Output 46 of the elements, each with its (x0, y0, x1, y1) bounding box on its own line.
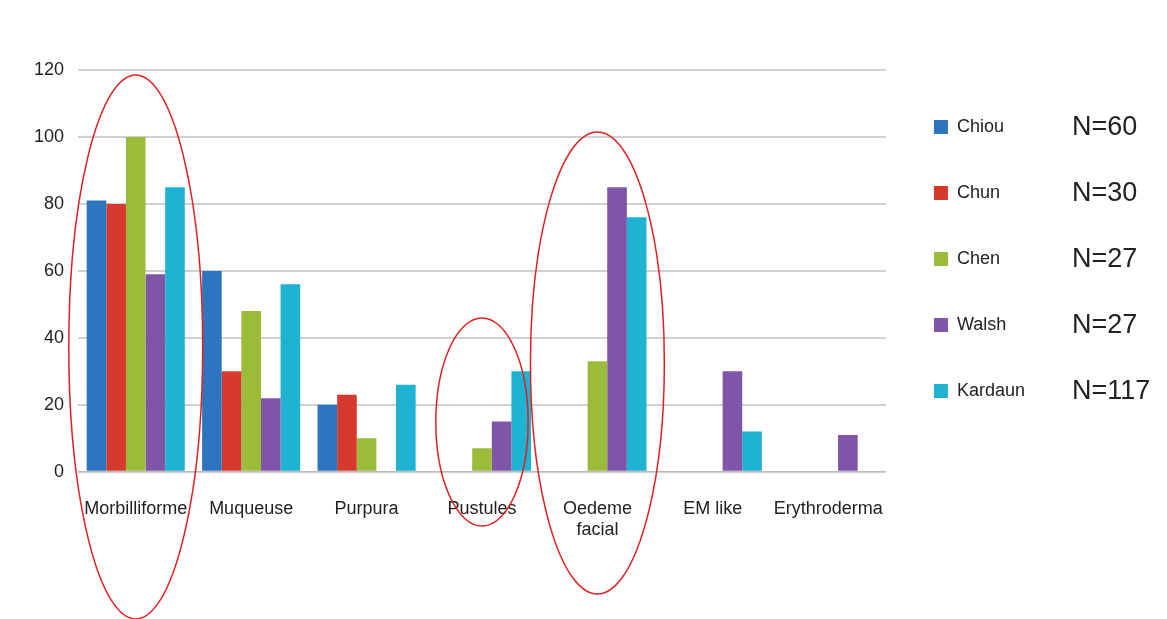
bar (742, 431, 762, 471)
x-tick-label: Oedeme facial (562, 497, 632, 540)
bar (145, 274, 166, 471)
text: N=30 (1072, 177, 1138, 208)
y-tick-label: 40 (44, 326, 65, 347)
bar (607, 187, 627, 471)
bar (165, 187, 185, 471)
legend-label: Chun (956, 181, 1000, 202)
bar (587, 361, 608, 471)
y-tick-label: 60 (44, 259, 65, 280)
y-tick-label: 20 (44, 393, 65, 414)
bar (241, 311, 261, 471)
y-tick-label: 100 (33, 125, 65, 146)
x-tick-label: Muqueuse (209, 497, 294, 518)
x-tick-label: Erythroderma (773, 497, 884, 518)
text: N=117 (1072, 375, 1151, 406)
bar (511, 371, 532, 471)
text: N=60 (1072, 111, 1138, 142)
x-tick-label: Morbilliforme (84, 497, 188, 518)
text: N=27 (1072, 309, 1138, 340)
bar (280, 284, 301, 471)
bar (125, 136, 146, 471)
text: N=27 (1072, 243, 1138, 274)
y-tick-label: 0 (54, 460, 65, 481)
bar (202, 270, 222, 471)
x-tick-label: EM like (683, 497, 743, 518)
y-tick-label: 80 (44, 192, 65, 213)
legend-label: Chen (956, 247, 1000, 268)
legend-label: Chiou (956, 115, 1004, 136)
bar (472, 448, 492, 471)
bar (491, 421, 512, 471)
x-tick-label: Purpura (334, 497, 400, 518)
bar (317, 404, 338, 471)
legend-label: Walsh (956, 313, 1007, 334)
bar (722, 371, 743, 471)
bar (337, 394, 357, 471)
legend-label: Kardaun (956, 379, 1026, 400)
bar (838, 434, 858, 471)
bar (106, 203, 126, 471)
bar (396, 384, 416, 471)
y-tick-label: 120 (33, 58, 65, 79)
bar (356, 438, 377, 471)
bar (260, 398, 281, 471)
bar (221, 371, 242, 471)
bar (86, 200, 107, 471)
bar (626, 217, 647, 471)
